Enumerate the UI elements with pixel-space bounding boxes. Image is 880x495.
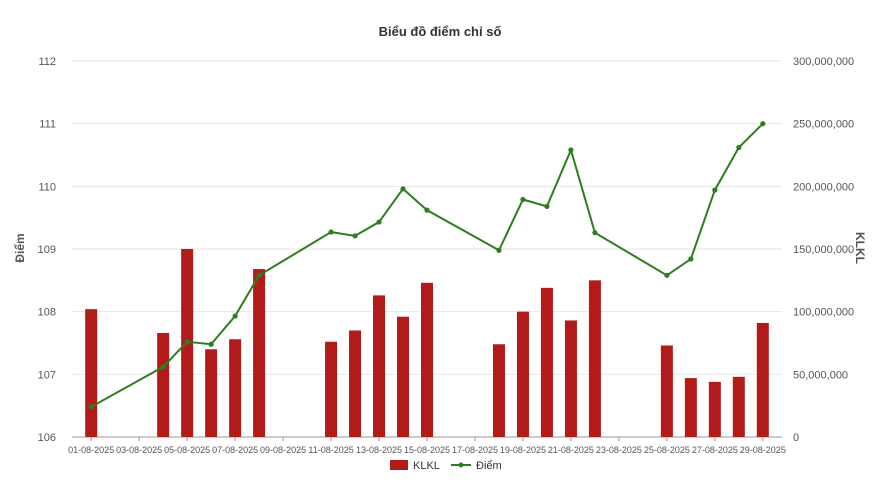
bar (756, 322, 769, 437)
line-point (544, 203, 550, 209)
line-point (424, 207, 430, 213)
y-axis-right: 0 50,000,000 100,000,000 150,000,000 200,000… (793, 56, 854, 444)
legend: KLKL Điểm (390, 460, 502, 472)
line-point (568, 147, 574, 153)
line-point (208, 341, 214, 347)
x-tick-label: 23-08-2025 (596, 445, 642, 455)
bar (397, 316, 410, 437)
y-right-tick-label: 200,000,000 (793, 181, 854, 193)
y-left-tick-label: 111 (39, 119, 56, 131)
y-right-tick-label: 300,000,000 (793, 56, 854, 68)
bar (684, 378, 697, 437)
x-tick-label: 13-08-2025 (356, 445, 402, 455)
line-point (592, 230, 598, 236)
line-point (376, 219, 382, 225)
y-left-tick-label: 107 (38, 369, 56, 381)
line-point (664, 272, 670, 278)
y-right-tick-label: 0 (793, 432, 799, 444)
bar (708, 381, 721, 437)
bar (588, 280, 601, 437)
line-series (88, 121, 766, 410)
x-tick-label: 05-08-2025 (164, 445, 210, 455)
x-tick-label: 01-08-2025 (68, 445, 114, 455)
x-tick-label: 11-08-2025 (308, 445, 353, 455)
x-tick-label: 27-08-2025 (692, 445, 738, 455)
x-axis: 01-08-2025 03-08-2025 05-08-2025 07-08-2025… (68, 437, 786, 455)
bar (732, 376, 745, 437)
legend-swatch-klkl (390, 460, 408, 470)
bar (540, 287, 553, 437)
x-tick-label: 25-08-2025 (644, 445, 690, 455)
x-tick-label: 15-08-2025 (404, 445, 450, 455)
line-point (688, 256, 694, 262)
y-axis-left: 106 107 108 109 110 111 112 (38, 56, 56, 444)
y-left-tick-label: 110 (38, 181, 56, 193)
legend-swatch-diem-dot (458, 462, 464, 468)
y-right-tick-label: 250,000,000 (793, 119, 854, 131)
line-point (712, 187, 718, 193)
chart-title: Biểu đồ điểm chỉ số (379, 24, 502, 39)
y-axis-right-label: KLKL (853, 232, 867, 264)
y-right-tick-label: 50,000,000 (793, 369, 848, 381)
line-point (400, 186, 406, 192)
y-right-tick-label: 150,000,000 (793, 244, 854, 256)
bar (564, 320, 577, 437)
x-tick-label: 21-08-2025 (548, 445, 594, 455)
bar (325, 341, 338, 437)
line-point (520, 196, 526, 203)
bar (229, 339, 242, 437)
bar (492, 344, 505, 437)
line-point (496, 247, 502, 253)
bar (253, 269, 266, 437)
x-tick-label: 09-08-2025 (260, 445, 306, 455)
bar (157, 332, 170, 437)
line-point (184, 339, 190, 345)
line-point (760, 121, 766, 127)
x-tick-label: 17-08-2025 (452, 445, 498, 455)
legend-label-diem: Điểm (476, 460, 502, 472)
bar (660, 345, 673, 437)
line-point (232, 313, 238, 319)
line-point (160, 364, 166, 370)
x-tick-label: 07-08-2025 (212, 445, 258, 455)
y-left-tick-label: 106 (38, 432, 56, 444)
line-point (256, 272, 262, 278)
y-right-tick-label: 100,000,000 (793, 307, 854, 319)
y-left-tick-label: 109 (38, 244, 56, 256)
x-tick-label: 03-08-2025 (116, 445, 162, 455)
bar (516, 311, 529, 437)
bar (85, 309, 98, 437)
line-point (352, 233, 358, 239)
bar-series (85, 249, 769, 437)
y-left-tick-label: 108 (38, 307, 56, 319)
x-tick-label: 19-08-2025 (500, 445, 546, 455)
bar (421, 282, 433, 437)
bar (205, 349, 218, 437)
bar (349, 330, 362, 437)
y-axis-left-label: Điểm (13, 233, 27, 262)
bar (373, 295, 386, 437)
line-point (736, 144, 742, 151)
line-point (88, 404, 94, 410)
line-point (328, 229, 334, 235)
legend-label-klkl: KLKL (413, 460, 440, 472)
y-left-tick-label: 112 (38, 56, 56, 68)
x-tick-label: 29-08-2025 (740, 445, 786, 455)
